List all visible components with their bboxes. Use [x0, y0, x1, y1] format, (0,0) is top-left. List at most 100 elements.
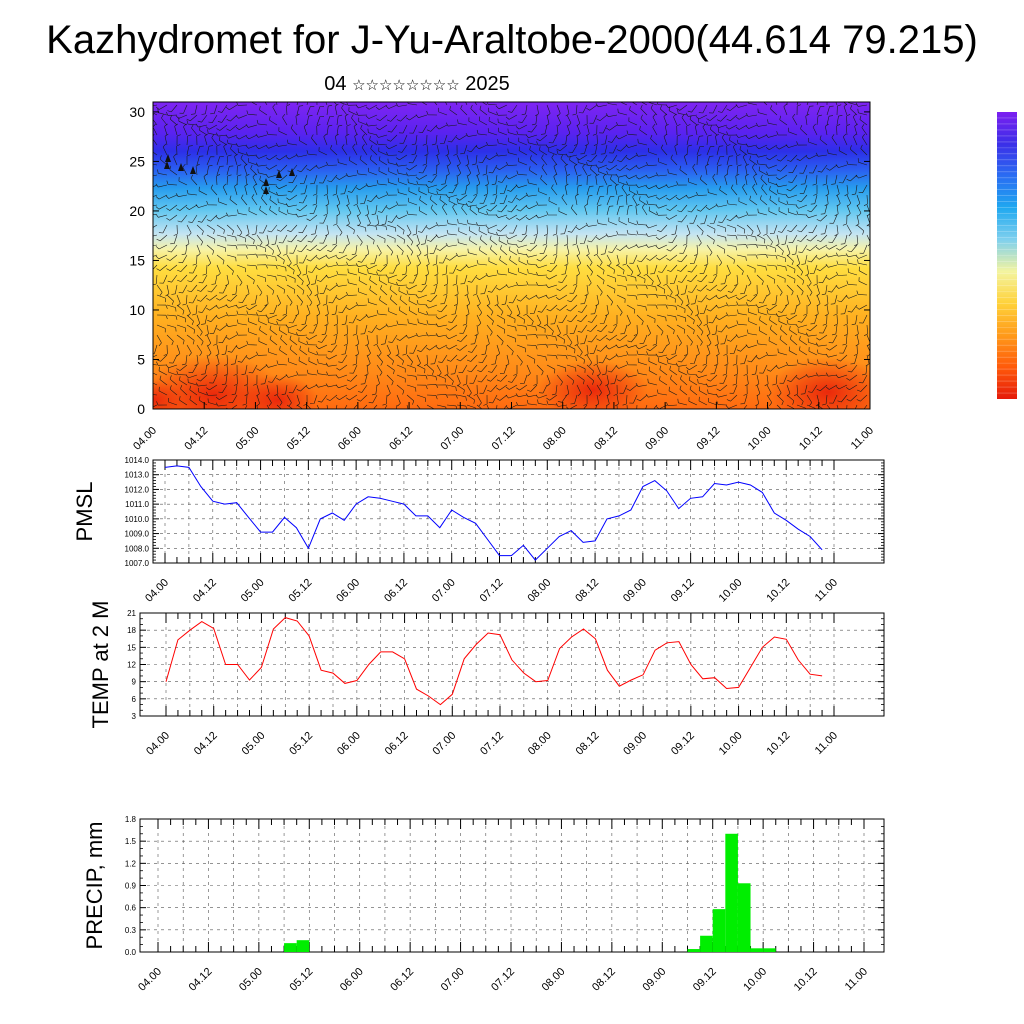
- x-tick-label: 05.00: [237, 966, 265, 994]
- field-x-tick-label: 07.00: [438, 425, 466, 453]
- wind-flag: [289, 168, 295, 176]
- x-tick-label: 04.12: [187, 966, 215, 994]
- panel-y-axis: 0.0 0.3 0.6 0.9 1.2 1.5 1.8: [125, 815, 884, 957]
- field-x-tick-label: 05.00: [234, 425, 262, 453]
- y-tick-label: 1.5: [125, 837, 137, 846]
- field-x-tick-label: 04.12: [182, 425, 210, 453]
- field-x-tick-label: 08.12: [592, 425, 620, 453]
- x-tick-label: 09.00: [621, 730, 649, 758]
- precipitation-panel: 0.0 0.3 0.6 0.9 1.2 1.5 1.8 04.00 04.12 05.00 05.1…: [82, 815, 885, 994]
- wind-flag: [263, 178, 269, 186]
- subtitle-day: 04: [324, 73, 347, 95]
- panel-x-axis: 04.00 04.12 05.00 05.12 06.00 06.12 07.00 07.12…: [143, 460, 840, 605]
- panel-y-title: PRECIP, mm: [82, 822, 107, 950]
- y-tick-label: 0.0: [125, 948, 137, 957]
- x-tick-label: 04.00: [136, 966, 164, 994]
- y-tick-label: 3: [132, 712, 137, 721]
- x-tick-label: 07.00: [439, 966, 467, 994]
- x-tick-label: 06.00: [334, 577, 362, 605]
- x-tick-label: 09.12: [691, 966, 719, 994]
- precip-bar: [712, 909, 726, 952]
- y-tick-label: 21: [127, 609, 136, 618]
- wind-flag: [276, 170, 282, 178]
- x-tick-label: 07.12: [478, 577, 506, 605]
- x-tick-label: 09.12: [669, 730, 697, 758]
- colorbar-divisions: [997, 117, 1017, 394]
- y-tick-label: 0.3: [125, 926, 137, 935]
- x-tick-label: 06.12: [382, 577, 410, 605]
- pmsl-panel: 1007.0 1008.0 1009.0 1010.0 1011.0 1012.0 1013…: [72, 456, 885, 605]
- panel-y-title: TEMP at 2 M: [88, 601, 113, 729]
- wind-barb-lines: [153, 102, 870, 409]
- panel-y-title: PMSL: [72, 482, 97, 542]
- x-tick-label: 11.00: [843, 966, 870, 993]
- subtitle-year: 2025: [465, 73, 510, 95]
- y-tick-label: 0.9: [125, 882, 137, 891]
- field-y-tick-label: 25: [129, 153, 145, 169]
- precip-bar: [725, 833, 738, 952]
- y-tick-label: 1.2: [125, 859, 137, 868]
- x-tick-label: 10.00: [717, 730, 745, 758]
- y-tick-label: 6: [132, 695, 137, 704]
- x-tick-label: 04.12: [191, 577, 219, 605]
- wind-flag: [164, 161, 170, 169]
- x-tick-label: 06.12: [388, 966, 416, 994]
- x-tick-label: 10.00: [717, 577, 745, 605]
- field-x-tick-label: 06.00: [336, 425, 364, 453]
- y-tick-label: 1009.0: [125, 530, 150, 539]
- x-tick-label: 05.00: [239, 577, 267, 605]
- y-tick-label: 1.8: [125, 815, 137, 824]
- wind-flag: [165, 154, 171, 162]
- field-y-tick-label: 0: [137, 401, 145, 417]
- precip-bar: [737, 883, 751, 952]
- field-y-tick-label: 30: [129, 104, 145, 120]
- panel-frame: [152, 459, 885, 564]
- x-tick-label: 04.00: [144, 730, 172, 758]
- field-x-tick-label: 09.00: [643, 425, 671, 453]
- y-tick-label: 18: [127, 626, 136, 635]
- field-y-axis: 0 5 10 15 20 25 30: [129, 104, 870, 417]
- x-tick-label: 05.00: [240, 730, 268, 758]
- field-x-tick-label: 06.12: [387, 425, 415, 453]
- field-x-tick-label: 07.12: [490, 425, 518, 453]
- y-tick-label: 1012.0: [125, 485, 150, 494]
- wind-barbs: [153, 102, 870, 409]
- field-y-tick-label: 5: [137, 351, 145, 367]
- field-x-tick-label: 10.12: [797, 425, 825, 453]
- x-tick-label: 05.12: [287, 730, 315, 758]
- x-tick-label: 10.00: [741, 966, 769, 994]
- y-tick-label: 1013.0: [125, 471, 150, 480]
- x-tick-label: 11.00: [813, 730, 840, 757]
- panel-y-axis: 3 6 9 12 15 18 21: [127, 609, 884, 721]
- y-tick-label: 1007.0: [125, 559, 150, 568]
- precip-bar: [284, 943, 297, 952]
- precip-bar: [763, 948, 776, 952]
- x-tick-label: 04.12: [192, 730, 220, 758]
- precip-bar: [296, 940, 310, 952]
- precip-bar: [750, 948, 764, 952]
- field-x-tick-label: 08.00: [541, 425, 569, 453]
- field-x-axis: 04.00 04.12 05.00 05.12 06.00 06.12 07.00 07.12…: [131, 402, 876, 453]
- wind-flag: [263, 186, 269, 194]
- wind-flag: [178, 163, 184, 171]
- panel-x-axis: 04.00 04.12 05.00 05.12 06.00 06.12 07.00 07.12…: [136, 819, 870, 994]
- field-y-tick-label: 15: [129, 252, 145, 268]
- x-tick-label: 09.00: [621, 577, 649, 605]
- x-tick-label: 10.12: [764, 730, 792, 758]
- x-tick-label: 06.00: [338, 966, 366, 994]
- chart-title: Kazhydromet for J-Yu-Araltobe-2000(44.61…: [46, 18, 978, 62]
- x-tick-label: 08.00: [525, 577, 553, 605]
- panel-grid: [153, 460, 884, 563]
- field-background: [153, 102, 870, 409]
- pmsl-series-line: [164, 465, 823, 561]
- x-tick-label: 11.00: [813, 577, 840, 604]
- x-tick-label: 06.00: [335, 730, 363, 758]
- x-tick-label: 10.12: [792, 966, 820, 994]
- x-tick-label: 08.12: [574, 730, 602, 758]
- x-tick-label: 08.00: [526, 730, 554, 758]
- x-tick-label: 07.00: [430, 577, 458, 605]
- panel-y-axis: 1007.0 1008.0 1009.0 1010.0 1011.0 1012.0 1013…: [125, 456, 884, 568]
- y-tick-label: 9: [132, 678, 137, 687]
- precip-bar: [687, 949, 701, 952]
- subtitle-stars: ☆☆☆☆☆☆☆☆: [352, 76, 460, 94]
